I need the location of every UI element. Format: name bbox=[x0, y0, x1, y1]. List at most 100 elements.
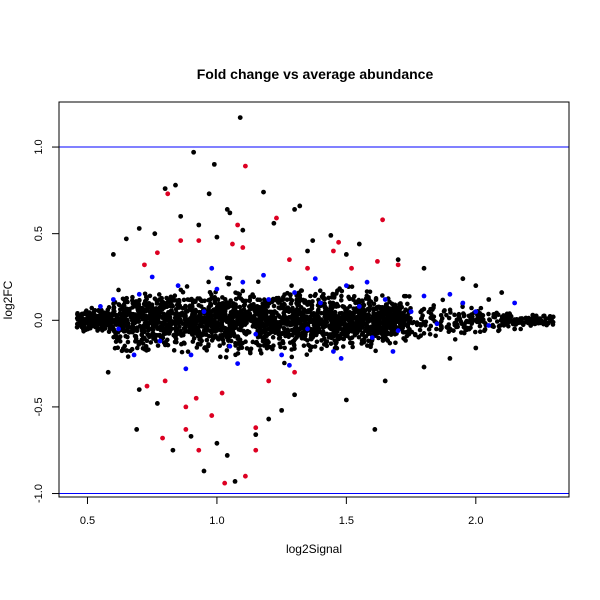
point-series-1 bbox=[240, 279, 246, 285]
point-bulk bbox=[115, 345, 121, 350]
point-bulk bbox=[100, 323, 106, 329]
point-bulk bbox=[331, 329, 336, 335]
point-series-0 bbox=[512, 326, 518, 332]
point-bulk bbox=[209, 292, 214, 297]
point-bulk bbox=[172, 334, 178, 340]
point-bulk bbox=[276, 313, 281, 318]
point-bulk bbox=[327, 332, 333, 337]
point-series-0 bbox=[178, 213, 184, 219]
point-bulk bbox=[224, 332, 230, 337]
point-bulk bbox=[312, 344, 318, 349]
point-bulk bbox=[284, 329, 290, 334]
point-series-0 bbox=[473, 283, 479, 289]
point-bulk bbox=[376, 335, 381, 341]
point-bulk bbox=[230, 329, 236, 334]
point-bulk bbox=[300, 318, 306, 323]
point-series-1 bbox=[227, 343, 233, 349]
point-bulk bbox=[347, 324, 353, 329]
point-bulk bbox=[139, 315, 145, 321]
x-tick-label: 1.0 bbox=[209, 515, 224, 527]
point-bulk bbox=[300, 330, 306, 335]
point-bulk bbox=[185, 297, 191, 302]
point-bulk bbox=[78, 318, 84, 323]
y-axis-label: log2FC bbox=[1, 280, 15, 319]
point-bulk bbox=[164, 295, 169, 301]
point-series-0 bbox=[266, 416, 272, 422]
point-series-0 bbox=[77, 314, 83, 320]
point-bulk bbox=[191, 336, 197, 341]
point-series-0 bbox=[486, 297, 492, 302]
points-layer bbox=[74, 115, 556, 486]
point-bulk bbox=[271, 325, 276, 330]
point-bulk bbox=[448, 310, 453, 315]
chart-title: Fold change vs average abundance bbox=[197, 66, 434, 82]
y-tick-label: 0.5 bbox=[33, 226, 45, 241]
point-bulk bbox=[329, 294, 335, 300]
point-bulk bbox=[337, 323, 343, 328]
point-bulk bbox=[405, 301, 410, 307]
point-bulk bbox=[226, 281, 232, 287]
point-bulk bbox=[96, 326, 101, 332]
point-bulk bbox=[173, 326, 179, 331]
point-bulk bbox=[312, 315, 318, 320]
point-series-1 bbox=[343, 283, 349, 289]
point-bulk bbox=[371, 301, 377, 307]
point-bulk bbox=[367, 289, 373, 295]
point-bulk bbox=[82, 324, 87, 330]
point-bulk bbox=[242, 302, 248, 307]
point-bulk bbox=[532, 316, 538, 322]
point-bulk bbox=[317, 288, 323, 294]
point-bulk bbox=[308, 307, 313, 313]
point-bulk bbox=[194, 345, 200, 350]
point-bulk bbox=[282, 360, 287, 366]
point-bulk bbox=[301, 298, 307, 304]
point-bulk bbox=[359, 332, 365, 337]
point-series-0 bbox=[224, 453, 230, 458]
point-bulk bbox=[165, 312, 171, 318]
point-bulk bbox=[536, 316, 542, 322]
point-bulk bbox=[236, 295, 242, 300]
point-bulk bbox=[221, 305, 226, 311]
point-bulk bbox=[440, 297, 446, 303]
point-series-0 bbox=[170, 447, 176, 453]
point-bulk bbox=[421, 319, 426, 325]
point-series-1 bbox=[434, 321, 440, 327]
point-bulk bbox=[347, 304, 353, 309]
point-bulk bbox=[214, 315, 219, 320]
point-bulk bbox=[86, 315, 92, 320]
point-bulk bbox=[393, 340, 398, 346]
point-series-1 bbox=[279, 352, 285, 358]
point-bulk bbox=[350, 312, 356, 318]
point-bulk bbox=[380, 293, 385, 298]
point-bulk bbox=[364, 343, 370, 348]
point-bulk bbox=[376, 321, 382, 327]
point-bulk bbox=[417, 327, 423, 333]
point-bulk bbox=[203, 324, 208, 330]
point-bulk bbox=[393, 320, 398, 325]
point-series-0 bbox=[395, 257, 401, 263]
point-bulk bbox=[308, 336, 314, 342]
point-bulk bbox=[146, 305, 152, 310]
point-series-0 bbox=[292, 392, 297, 398]
point-bulk bbox=[106, 305, 112, 310]
point-bulk bbox=[165, 322, 171, 328]
point-bulk bbox=[172, 315, 178, 321]
point-bulk bbox=[359, 338, 365, 343]
point-bulk bbox=[125, 339, 131, 345]
point-bulk bbox=[300, 314, 306, 320]
point-bulk bbox=[407, 294, 412, 299]
point-bulk bbox=[111, 305, 117, 311]
point-bulk bbox=[216, 301, 222, 307]
point-bulk bbox=[338, 297, 344, 303]
point-bulk bbox=[216, 309, 222, 314]
point-bulk bbox=[222, 296, 228, 302]
point-bulk bbox=[474, 319, 480, 325]
point-bulk bbox=[165, 337, 170, 343]
point-bulk bbox=[219, 309, 225, 314]
point-series-2 bbox=[253, 447, 259, 453]
point-bulk bbox=[191, 298, 197, 304]
point-bulk bbox=[310, 299, 315, 304]
point-bulk bbox=[408, 316, 413, 321]
point-bulk bbox=[122, 312, 128, 318]
point-bulk bbox=[257, 309, 263, 314]
